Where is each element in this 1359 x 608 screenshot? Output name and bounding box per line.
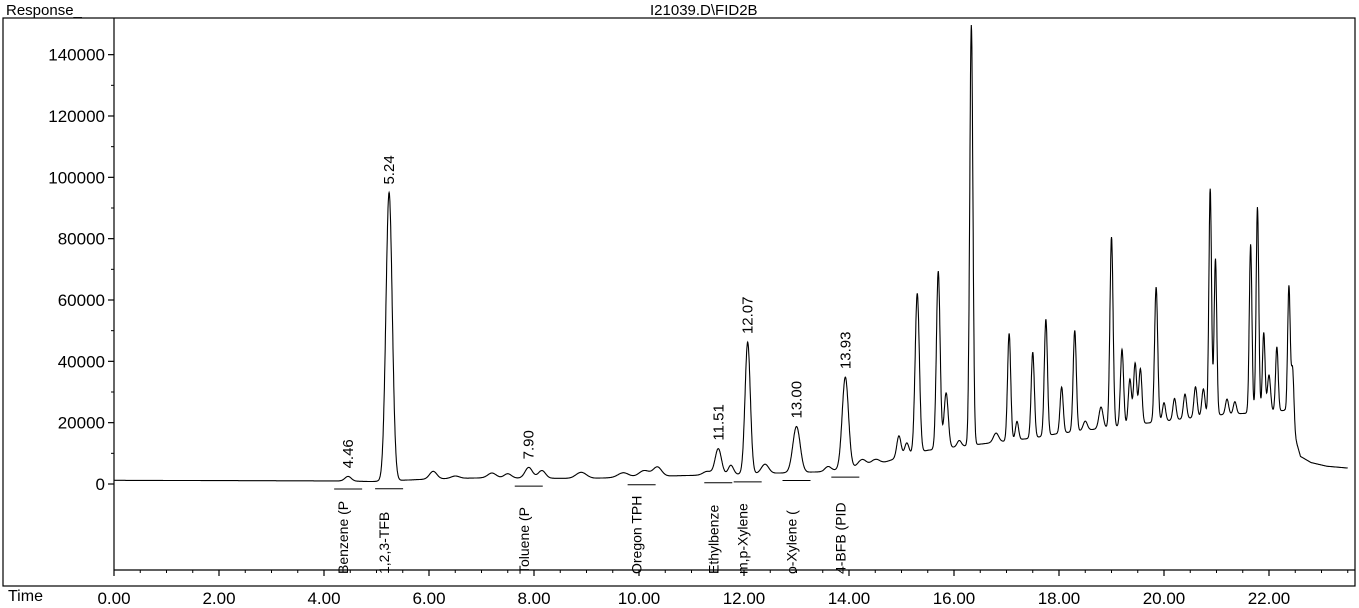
compound-label: m,p-Xylene — [735, 503, 751, 574]
x-tick-label: 12.00 — [723, 589, 766, 608]
y-tick-label: 0 — [96, 475, 105, 494]
compound-markers: Benzene (P 1,2,3-TFB Toluene (P Oregon TPH E… — [334, 476, 860, 574]
peak-label: 5.24 — [381, 155, 398, 184]
compound-label: Benzene (P — [335, 501, 351, 574]
compound-label: 4-BFB (PID — [832, 502, 848, 574]
x-tick-label: 8.00 — [517, 589, 550, 608]
outer-border — [2, 17, 1356, 587]
x-tick-label: 2.00 — [202, 589, 235, 608]
x-tick-label: 10.00 — [618, 589, 661, 608]
x-axis-title: Time — [8, 588, 43, 605]
y-tick-label: 60000 — [58, 291, 105, 310]
peak-label: 7.90 — [521, 430, 538, 459]
peak-label: 13.00 — [789, 381, 806, 419]
y-axis-title: Response_ — [6, 2, 82, 19]
y-tick-label: 100000 — [48, 168, 105, 187]
x-tick-label: 4.00 — [307, 589, 340, 608]
x-tick-label: 14.00 — [828, 589, 871, 608]
peak-label: 4.46 — [340, 439, 357, 468]
compound-label: Toluene (P — [516, 507, 532, 574]
x-tick-label: 22.00 — [1248, 589, 1291, 608]
x-tick-label: 16.00 — [933, 589, 976, 608]
signal-series — [114, 24, 1348, 483]
y-tick-label: 120000 — [48, 107, 105, 126]
peak-label: 11.51 — [710, 404, 727, 440]
x-axis: 0.00 2.00 4.00 6.00 8.00 10.00 12.00 14.00 16.00… — [97, 570, 1349, 608]
y-tick-label: 140000 — [48, 46, 105, 65]
y-axis: 0 20000 40000 60000 80000 100000 120000 140000 — [48, 46, 114, 494]
y-tick-label: 40000 — [58, 352, 105, 371]
peak-label: 13.93 — [837, 332, 854, 370]
chromatogram-trace — [114, 24, 1348, 483]
x-tick-label: 20.00 — [1143, 589, 1186, 608]
x-tick-label: 18.00 — [1038, 589, 1081, 608]
x-tick-label: 0.00 — [97, 589, 130, 608]
chart-title: I21039.D\FID2B — [650, 2, 758, 19]
compound-label: 1,2,3-TFB — [376, 512, 392, 574]
compound-label: Oregon TPH — [629, 496, 645, 574]
peak-label: 12.07 — [740, 297, 757, 335]
compound-label: Ethylbenze — [705, 505, 721, 574]
peak-labels: 4.46 5.24 7.90 11.51 12.07 13.00 13.93 — [340, 155, 854, 468]
plot-frame — [2, 17, 1356, 587]
y-tick-label: 80000 — [58, 230, 105, 249]
compound-label: o-Xylene ( — [784, 510, 800, 574]
x-tick-label: 6.00 — [412, 589, 445, 608]
y-tick-label: 20000 — [58, 414, 105, 433]
